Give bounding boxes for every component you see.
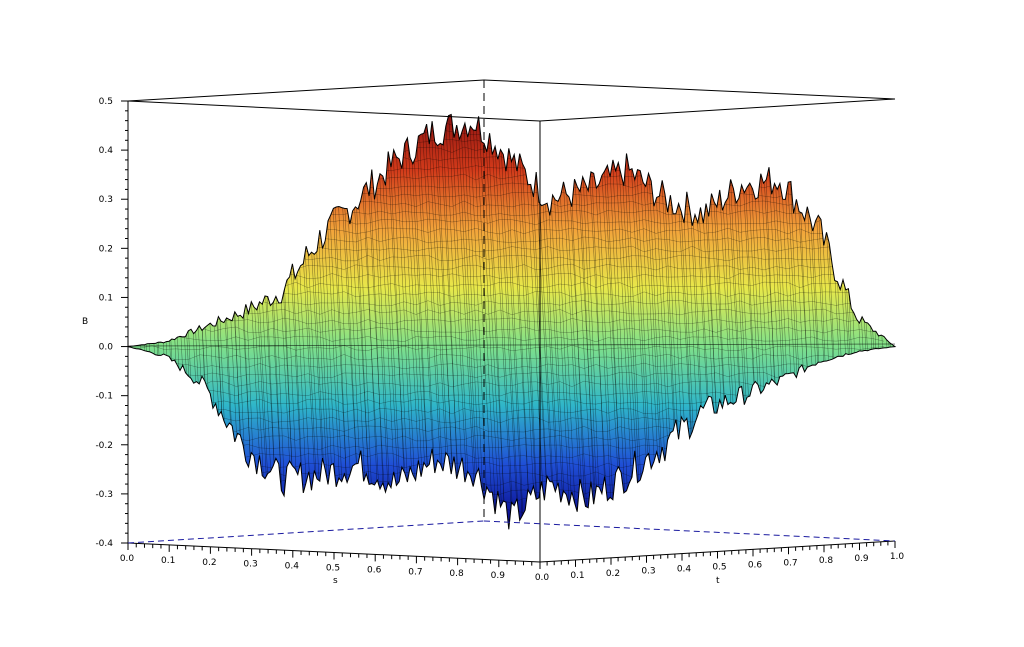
t-axis: 0.0 0.1 0.2 0.3 0.4 0.5 0.6 0.7 0.8 0.9 1.0 [535,541,905,583]
s-tick-label: 0.7 [408,567,422,577]
z-tick-label: -0.4 [95,539,113,549]
box-top-front-right [539,98,896,122]
z-tick-label: 0.0 [99,343,114,353]
z-axis-label: B [82,317,88,327]
box-top-right-edge [483,79,896,100]
t-tick-label: 1.0 [890,552,905,562]
box-floor-back-left [127,520,485,544]
s-tick-label: 0.0 [120,554,135,564]
s-tick-label: 0.1 [161,556,175,566]
s-tick-label: 0.9 [491,571,506,581]
t-axis-label: t [716,576,720,586]
t-tick-label: 0.6 [748,560,763,570]
s-tick-label: 0.3 [243,560,257,570]
box-top-left-edge [127,79,485,102]
z-axis: 0.5 0.4 0.3 0.2 0.1 0.0 -0.1 -0.2 -0.3 -0.4 [95,97,128,549]
z-tick-label: 0.3 [99,195,113,205]
z-tick-label: -0.2 [95,441,113,451]
t-tick-label: 0.7 [783,558,797,568]
t-tick-label: 0.5 [712,563,726,573]
z-tick-label: 0.2 [99,244,113,254]
t-tick-label: 0.4 [677,565,692,575]
box-top-front-left [127,100,541,122]
z-tick-label: 0.4 [99,146,114,156]
z-tick-label: 0.1 [99,293,113,303]
surface-body [127,113,897,530]
s-axis-label: s [333,576,338,586]
t-tick-label: 0.0 [535,573,550,583]
t-tick-label: 0.3 [641,567,655,577]
s-axis: 0.0 0.1 0.2 0.3 0.4 0.5 0.6 0.7 0.8 0.9 [120,543,541,581]
s-tick-label: 0.8 [449,569,464,579]
z-tick-label: 0.5 [99,97,113,107]
box-floor-back-right [483,520,896,542]
s-tick-label: 0.4 [285,562,300,572]
s-tick-label: 0.5 [326,564,340,574]
zero-ridge-line [127,343,896,347]
t-tick-label: 0.8 [819,556,834,566]
s-tick-label: 0.2 [202,558,216,568]
z-tick-label: -0.1 [95,392,113,402]
t-tick-label: 0.9 [854,554,869,564]
surface-outline [127,113,897,530]
s-tick-label: 0.6 [367,565,382,575]
t-tick-label: 0.2 [606,569,620,579]
z-tick-label: -0.3 [95,490,113,500]
t-tick-label: 0.1 [570,571,584,581]
